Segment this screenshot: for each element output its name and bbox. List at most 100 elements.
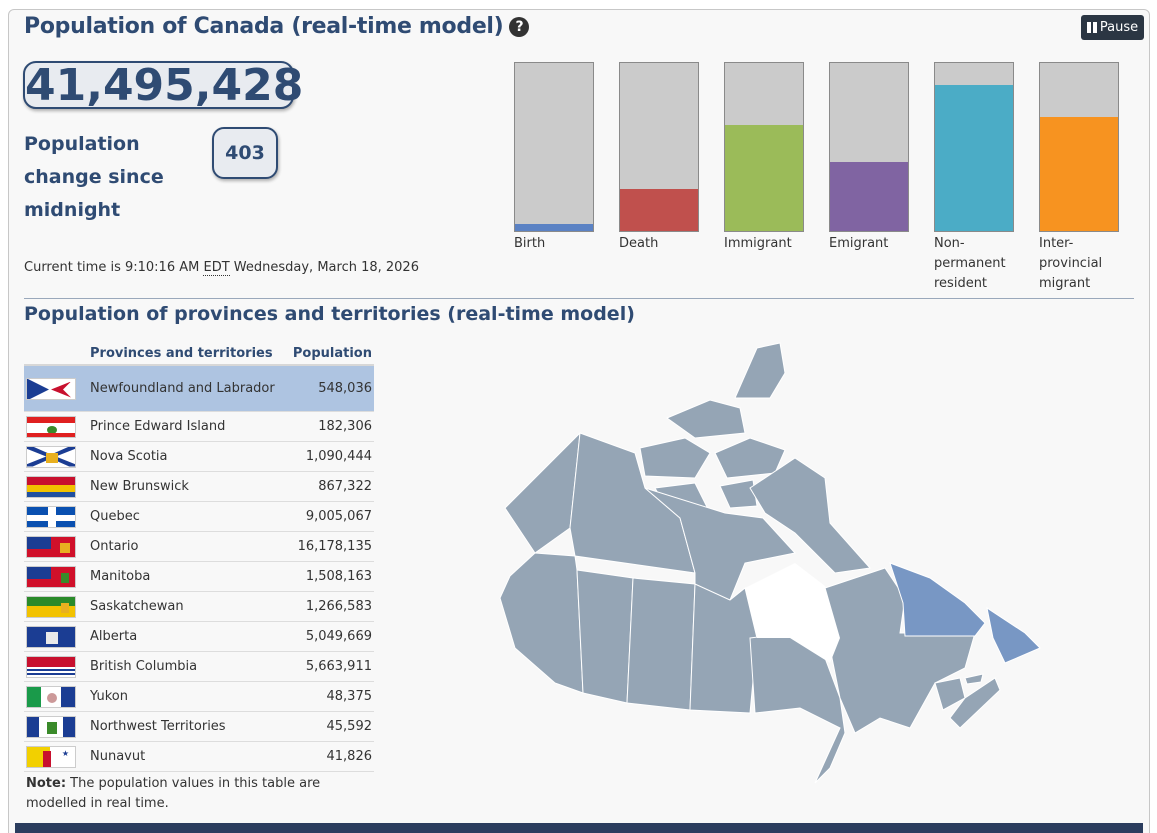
map-region-saskatchewan[interactable] [626, 577, 696, 711]
map-region-nova-scotia[interactable] [949, 677, 1001, 729]
province-name: New Brunswick [90, 478, 189, 494]
table-row[interactable]: Prince Edward Island 182,306 [24, 412, 374, 442]
province-flag-icon [26, 415, 76, 438]
province-name: British Columbia [90, 658, 198, 674]
province-flag-icon [26, 655, 76, 678]
map-region-prince-edward-island[interactable] [964, 673, 984, 685]
province-name: Manitoba [90, 568, 151, 584]
component-bar-death: Death [619, 62, 699, 254]
province-population: 548,036 [318, 381, 372, 396]
bar-track [724, 62, 804, 232]
map-region-manitoba[interactable] [689, 583, 758, 714]
province-flag-icon [26, 715, 76, 738]
pause-button[interactable]: Pause [1081, 15, 1144, 40]
provinces-table: Provinces and territories Population New… [24, 342, 374, 772]
bar-track [514, 62, 594, 232]
map-region-newfoundland-and-labrador[interactable] [889, 562, 986, 637]
footer-bar [15, 823, 1143, 833]
time-zone: EDT [203, 260, 230, 276]
table-row[interactable]: Saskatchewan 1,266,583 [24, 592, 374, 622]
map-region-baffin[interactable] [749, 457, 871, 574]
bar-track [619, 62, 699, 232]
province-population: 5,049,669 [305, 629, 372, 644]
table-row[interactable]: British Columbia 5,663,911 [24, 652, 374, 682]
hudson-bay [745, 563, 840, 663]
bar-fill [1040, 116, 1118, 231]
province-flag-icon [26, 377, 76, 400]
map-region-arctic-islands[interactable] [719, 479, 758, 509]
column-header-population: Population [292, 345, 372, 361]
table-row[interactable]: Newfoundland and Labrador 548,036 [24, 366, 374, 412]
province-flag-icon [26, 475, 76, 498]
bar-fill [935, 84, 1013, 231]
table-row[interactable]: Manitoba 1,508,163 [24, 562, 374, 592]
bar-label: Death [619, 236, 659, 251]
total-population-counter: 41,495,428 [23, 60, 304, 111]
bar-fill [725, 125, 803, 231]
question-circle-icon[interactable]: ? [509, 17, 530, 37]
page-title: Population of Canada (real-time model)? [24, 14, 530, 39]
map-region-yukon[interactable] [504, 431, 581, 554]
table-row[interactable]: Yukon 48,375 [24, 682, 374, 712]
table-row[interactable]: Ontario 16,178,135 [24, 532, 374, 562]
bar-label: Birth [514, 236, 546, 251]
table-row[interactable]: Northwest Territories 45,592 [24, 712, 374, 742]
map-region-arctic-islands[interactable] [714, 437, 786, 479]
table-row[interactable]: Alberta 5,049,669 [24, 622, 374, 652]
pause-label: Pause [1099, 20, 1139, 35]
province-population: 867,322 [318, 479, 372, 494]
bar-track [829, 62, 909, 232]
provinces-title: Population of provinces and territories … [24, 303, 635, 325]
province-population: 16,178,135 [297, 539, 372, 554]
province-flag-icon [26, 565, 76, 588]
province-name: Newfoundland and Labrador [90, 380, 275, 396]
province-name: Ontario [90, 538, 139, 554]
map-region-british-columbia[interactable] [499, 552, 584, 694]
table-row[interactable]: Quebec 9,005,067 [24, 502, 374, 532]
component-bar-emigrant: Emigrant [829, 62, 909, 254]
province-population: 5,663,911 [305, 659, 372, 674]
bar-label: Emigrant [829, 236, 889, 251]
component-bar-non-permanent-resident: Non-permanent resident [934, 62, 1014, 294]
bar-track [934, 62, 1014, 232]
province-population: 45,592 [326, 719, 373, 734]
current-time: Current time is 9:10:16 AM EDT Wednesday… [24, 260, 419, 276]
province-name: Saskatchewan [90, 598, 184, 614]
province-flag-icon [26, 595, 76, 618]
province-name: Nova Scotia [90, 448, 168, 464]
map-region-newfoundland-island[interactable] [986, 606, 1041, 664]
province-population: 41,826 [326, 749, 373, 764]
component-bar-immigrant: Immigrant [724, 62, 804, 254]
map-region-arctic-islands[interactable] [639, 437, 711, 479]
table-row[interactable]: Nova Scotia 1,090,444 [24, 442, 374, 472]
map-region-arctic-islands[interactable] [665, 399, 746, 439]
province-flag-icon [26, 505, 76, 528]
map-region-arctic-islands[interactable] [734, 342, 786, 399]
population-change-counter: 403 [212, 127, 278, 179]
table-row[interactable]: New Brunswick 867,322 [24, 472, 374, 502]
province-flag-icon [26, 685, 76, 708]
table-row[interactable]: ★ Nunavut 41,826 [24, 742, 374, 772]
table-note: Note: The population values in this tabl… [26, 776, 321, 811]
province-name: Northwest Territories [90, 718, 226, 734]
bar-label: Inter-provincial migrant [1039, 236, 1103, 291]
province-population: 1,090,444 [305, 449, 372, 464]
bar-fill [620, 189, 698, 231]
province-flag-icon: ★ [26, 745, 76, 768]
map-region-nunavut[interactable] [644, 487, 796, 601]
province-population: 48,375 [326, 689, 373, 704]
population-change-label: Population change since midnight [24, 133, 164, 221]
province-population: 182,306 [318, 419, 372, 434]
province-name: Prince Edward Island [90, 418, 226, 434]
column-header-name: Provinces and territories [90, 345, 273, 361]
bar-label: Immigrant [724, 236, 792, 251]
bar-label: Non-permanent resident [934, 236, 1006, 291]
component-bar-birth: Birth [514, 62, 594, 254]
province-flag-icon [26, 445, 76, 468]
province-flag-icon [26, 625, 76, 648]
bar-fill [515, 224, 593, 231]
province-population: 1,266,583 [305, 599, 372, 614]
province-name: Quebec [90, 508, 140, 524]
map-region-alberta[interactable] [576, 569, 634, 704]
section-divider [24, 298, 1134, 299]
